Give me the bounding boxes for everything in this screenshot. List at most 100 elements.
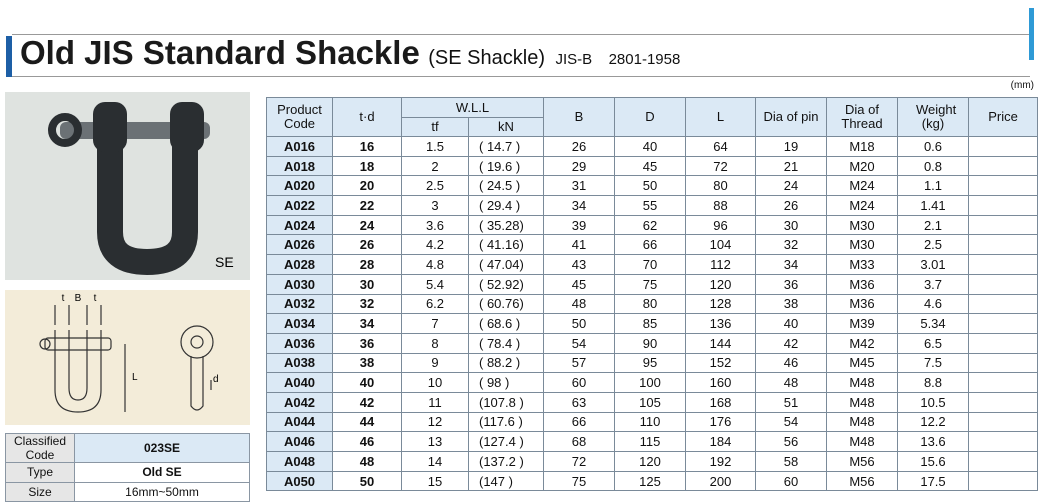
table-row: A038 38 9( 88.2 ) 57 95 152 46 M45 7.5 [266, 352, 1038, 374]
info-row: Classified Code 023SE [5, 433, 250, 463]
table-cell: A018 [266, 155, 333, 177]
info-value: Old SE [74, 462, 250, 483]
table-cell: (117.6 ) [468, 411, 544, 433]
table-cell: 75 [543, 470, 615, 492]
header-cell: Dia of Thread [826, 97, 898, 137]
table-cell: A028 [266, 254, 333, 275]
standard-prefix: JIS-B [555, 51, 593, 68]
table-cell: M48 [826, 431, 898, 452]
table-cell: 3.7 [897, 273, 969, 295]
table-cell: ( 35.28) [468, 214, 544, 236]
table-cell: 1.1 [897, 175, 969, 197]
table-cell: 6.2 [401, 293, 469, 315]
table-row: A044 44 12 (117.6 ) 66 110 176 54 M48 12.2 [266, 411, 1038, 433]
dimension-diagram: t B t L d [5, 290, 250, 425]
table-cell: A020 [266, 175, 333, 197]
table-cell: M42 [826, 332, 898, 354]
info-value: 023SE [74, 433, 250, 463]
subtitle: (SE Shackle) [428, 47, 545, 69]
table-cell: 10 [401, 372, 469, 393]
table-cell: 45 [614, 155, 686, 177]
table-cell: A024 [266, 214, 333, 236]
price-cell [968, 411, 1038, 433]
table-cell: ( 88.2 ) [468, 352, 544, 374]
table-cell: 5.4 [401, 273, 469, 295]
diagram-bg [5, 290, 250, 425]
table-cell: A046 [266, 431, 333, 452]
table-cell: M33 [826, 254, 898, 275]
top-rule [12, 34, 1030, 35]
price-cell [968, 254, 1038, 275]
table-row: A016 16 1.5( 14.7 ) 26 40 64 19 M18 0.6 [266, 136, 1038, 157]
table-cell: 30 [332, 273, 402, 295]
header-cell: tf [401, 117, 469, 137]
table-cell: 29 [543, 155, 615, 177]
table-cell: (107.8 ) [468, 391, 544, 413]
table-cell: 80 [614, 293, 686, 315]
table-cell: 2.1 [897, 214, 969, 236]
table-cell: 54 [755, 411, 827, 433]
table-cell: M48 [826, 411, 898, 433]
table-cell: 26 [332, 234, 402, 256]
table-cell: M45 [826, 352, 898, 374]
table-row: A048 48 14 (137.2 ) 72 120 192 58 M56 15.6 [266, 451, 1038, 472]
table-cell: M18 [826, 136, 898, 157]
table-row: A042 42 11 (107.8 ) 63 105 168 51 M48 10.5 [266, 391, 1038, 413]
table-cell: 72 [685, 155, 756, 177]
table-cell: 13 [401, 431, 469, 452]
diagram-lines [39, 305, 214, 413]
table-cell: 24 [755, 175, 827, 197]
table-row: A036 36 8( 78.4 ) 54 90 144 42 M42 6.5 [266, 332, 1038, 354]
header-cell: W.L.L [401, 97, 544, 118]
table-cell: A050 [266, 470, 333, 492]
table-cell: 50 [614, 175, 686, 197]
table-cell: 12.2 [897, 411, 969, 433]
header-cell: Dia of pin [755, 97, 827, 137]
table-cell: 4.6 [897, 293, 969, 315]
info-row: Size 16mm~50mm [5, 481, 250, 502]
table-cell: 40 [614, 136, 686, 157]
table-cell: (147 ) [468, 470, 544, 492]
header-cell: D [614, 97, 686, 137]
dim-label: t [62, 293, 65, 304]
dim-label: L [132, 372, 138, 383]
shackle-body [97, 130, 198, 276]
table-cell: 32 [755, 234, 827, 256]
price-cell [968, 313, 1038, 334]
header-cell: L [685, 97, 756, 137]
table-cell: 184 [685, 431, 756, 452]
table-row: A032 32 6.2( 60.76) 48 80 128 38 M36 4.6 [266, 293, 1038, 315]
table-cell: 46 [755, 352, 827, 374]
table-cell: M24 [826, 195, 898, 216]
table-cell: 9 [401, 352, 469, 374]
table-cell: M36 [826, 273, 898, 295]
table-cell: 70 [614, 254, 686, 275]
table-cell: 26 [755, 195, 827, 216]
price-cell [968, 273, 1038, 295]
table-cell: ( 24.5 ) [468, 175, 544, 197]
left-accent [6, 36, 12, 77]
table-cell: 32 [332, 293, 402, 315]
header-cell: Weight (kg) [897, 97, 969, 137]
table-cell: 115 [614, 431, 686, 452]
table-cell: 85 [614, 313, 686, 334]
table-cell: M30 [826, 234, 898, 256]
price-cell [968, 155, 1038, 177]
price-cell [968, 136, 1038, 157]
table-cell: ( 78.4 ) [468, 332, 544, 354]
table-cell: 110 [614, 411, 686, 433]
right-accent [1029, 8, 1034, 60]
table-cell: 45 [543, 273, 615, 295]
table-cell: ( 98 ) [468, 372, 544, 393]
table-row: A050 50 15 (147 ) 75 125 200 60 M56 17.5 [266, 470, 1038, 492]
table-cell: 5.34 [897, 313, 969, 334]
table-cell: 176 [685, 411, 756, 433]
table-cell: 48 [332, 451, 402, 472]
table-cell: 40 [332, 372, 402, 393]
table-cell: 152 [685, 352, 756, 374]
price-cell [968, 470, 1038, 492]
table-cell: 4.8 [401, 254, 469, 275]
table-cell: 128 [685, 293, 756, 315]
table-cell: M56 [826, 470, 898, 492]
table-cell: 160 [685, 372, 756, 393]
